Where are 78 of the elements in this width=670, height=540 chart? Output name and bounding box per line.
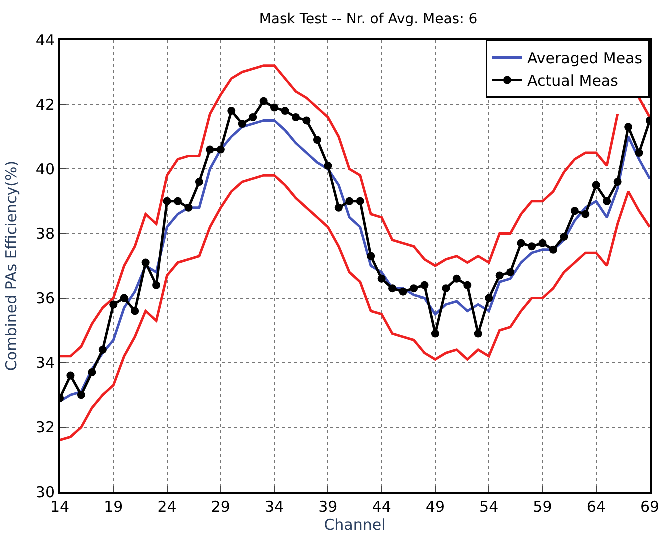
point [452,274,461,283]
x-tick-label: 54 [480,498,499,516]
point [485,294,494,302]
x-tick-label: 34 [265,498,284,516]
point [163,197,172,206]
point [582,210,590,218]
point [410,284,418,293]
point [292,113,300,122]
chart-title: Mask Test -- Nr. of Avg. Meas: 6 [259,11,478,28]
point [517,239,526,248]
point [142,258,150,267]
point [66,372,75,380]
y-tick-label: 42 [36,96,55,114]
x-tick-label: 24 [158,498,177,516]
point [592,181,600,190]
point [152,281,161,290]
x-tick-label: 39 [318,498,338,516]
point [260,97,268,106]
y-tick-label: 38 [36,224,55,243]
point [635,149,644,157]
x-tick-label: 49 [426,498,445,516]
point [367,252,376,260]
y-tick-label: 44 [36,31,55,50]
point [570,207,579,216]
point [249,113,258,122]
point [184,204,193,212]
point [538,239,547,248]
point [431,330,440,338]
point [270,104,279,112]
x-tick-label: 59 [533,498,552,516]
point [77,391,86,400]
x-tick-label: 64 [586,498,606,516]
point [378,274,386,283]
point [228,107,236,116]
y-tick-label: 36 [36,290,55,308]
point [474,330,482,338]
point [442,284,450,293]
point [324,162,332,170]
point [334,204,343,212]
point [206,146,214,154]
y-tick-label: 40 [36,160,55,178]
point [603,197,612,206]
point [302,116,311,125]
legend-label: Actual Meas [528,72,619,90]
line-series [60,174,650,442]
point [110,300,118,309]
point [346,197,354,206]
point [120,294,128,302]
y-axis-title: Combined PAs Efficiency(%) [2,160,21,372]
point [98,346,107,354]
point [528,242,536,251]
point [388,284,397,293]
x-tick-label: 44 [372,498,392,516]
y-tick-label: 34 [36,354,55,372]
point [281,107,290,116]
point [216,146,225,154]
point [313,136,322,144]
x-tick-label: 69 [640,498,660,516]
x-axis-title: Channel [324,516,386,534]
point [131,307,140,316]
point [549,246,558,254]
point [88,368,96,377]
point [624,123,633,132]
x-tick-label: 19 [104,498,124,516]
point [238,120,246,128]
point [506,268,515,276]
legend-label: Averaged Meas [528,50,643,68]
point [560,232,568,241]
point [614,178,622,186]
x-tick-label: 29 [211,498,230,516]
y-tick-label: 32 [36,418,55,437]
point [174,197,182,206]
point [356,197,364,206]
point [496,272,504,280]
point [195,178,204,186]
point [464,281,472,290]
point [399,288,408,296]
point [420,281,429,290]
